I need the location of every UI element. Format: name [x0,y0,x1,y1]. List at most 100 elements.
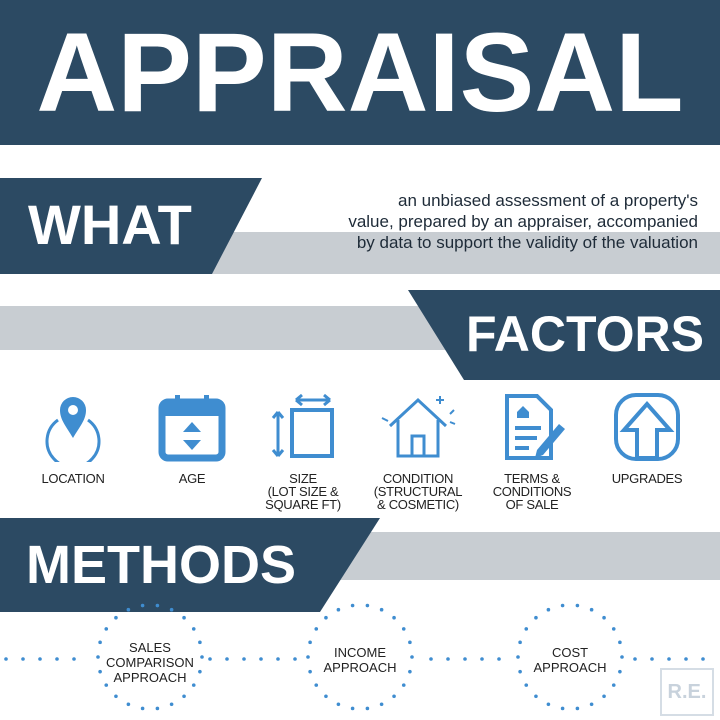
method-circle-dot [306,655,310,659]
connector-dot [497,657,501,661]
connector-dot [72,657,76,661]
method-circle-dot [350,706,355,711]
method-circle-dot [365,706,370,711]
method-circle-dot [308,669,312,674]
what-description: an unbiased assessment of a property's v… [218,190,698,253]
connector-dot [259,657,263,661]
method-circle-dot [104,627,109,631]
method-circle-dot [546,702,551,707]
method-sales-comparison: SALES COMPARISON APPROACH [106,640,194,685]
connector-dot [684,657,688,661]
connector-dot [446,657,450,661]
method-circle-dot [155,603,160,608]
method-circle-dot [392,615,396,620]
connector-dot [650,657,654,661]
method-circle-dot [140,603,145,608]
method-circle-dot [324,694,328,699]
method-circle-dot [618,669,622,674]
method-circle-dot [198,669,202,674]
methods-heading: METHODS [26,535,296,595]
calendar-icon [158,395,226,462]
method-circle-dot [410,655,414,659]
method-circle-dot [589,702,594,707]
method-circle-dot [191,683,196,687]
method-circle-dot [182,615,186,620]
method-circle-dot [324,615,328,620]
method-cost: COST APPROACH [533,645,607,675]
method-circle-dot [518,640,522,645]
what-line: an unbiased assessment of a property's [398,191,698,210]
method-circle-dot [336,702,341,707]
connector-dot [667,657,671,661]
method-circle-dot [575,706,580,711]
what-line: by data to support the validity of the v… [356,233,698,252]
upgrade-arrow-icon [614,393,680,461]
method-circle-dot [575,603,580,608]
factor-size: SIZE (LOT SIZE & SQUARE FT) [248,392,358,511]
method-income: INCOME APPROACH [323,645,397,675]
method-circle-dot [379,607,384,612]
method-circle-dot [98,669,102,674]
factor-label: UPGRADES [611,471,683,486]
factor-location: LOCATION [18,392,128,485]
method-circle-dot [96,655,100,659]
method-circle-dot [392,694,396,699]
watermark-logo: R.E. [660,668,714,716]
method-circle-dot [611,683,616,687]
connector-dot [225,657,229,661]
method-circle-dot [524,627,529,631]
methods-gray-band [300,532,720,580]
method-circle-dot [379,702,384,707]
method-circle-dot [560,706,565,711]
methods-banner [0,518,380,612]
connector-dot [276,657,280,661]
method-circle-dot [546,607,551,612]
connector-dot [480,657,484,661]
what-banner [0,178,262,274]
what-gray-band [200,232,720,274]
connector-dot [55,657,59,661]
method-circle-dot [518,669,522,674]
location-pin-icon [45,397,101,462]
method-circle-dot [534,694,538,699]
house-icon [381,396,456,458]
connector-dot [38,657,42,661]
connector-dot [21,657,25,661]
method-circle-dot [169,702,174,707]
connector-dot [701,657,705,661]
factor-label: CONDITION (STRUCTURAL & COSMETIC) [373,471,463,512]
method-circle-dot [155,706,160,711]
method-circle-dot [308,640,312,645]
factor-age: AGE [137,392,247,485]
page-title: APPRAISAL [36,10,684,135]
factors-heading: FACTORS [466,306,704,362]
method-circle-dot [191,627,196,631]
method-circle-dot [408,669,412,674]
method-circle-dot [534,615,538,620]
contract-document-icon [505,394,565,460]
factors-banner [408,290,720,380]
method-circle-dot [516,655,520,659]
dotted-connector [4,603,705,711]
method-circle-dot [104,683,109,687]
method-circle-dot [140,706,145,711]
method-circle-dot [198,640,202,645]
connector-dot [242,657,246,661]
method-circle-dot [620,655,624,659]
method-circle-dot [618,640,622,645]
connector-dot [4,657,8,661]
factor-label: LOCATION [41,471,105,486]
method-circle-dot [401,627,406,631]
method-circle-dot [365,603,370,608]
connector-dot [463,657,467,661]
factor-condition: CONDITION (STRUCTURAL & COSMETIC) [363,392,473,511]
method-circle-dot [98,640,102,645]
method-circle-dot [114,694,118,699]
factor-label: AGE [178,471,206,486]
what-heading: WHAT [28,193,192,256]
method-circle-dot [314,683,319,687]
method-circle-dot [126,702,131,707]
title-banner [0,0,720,145]
method-circle-dot [589,607,594,612]
method-circle-dot [169,607,174,612]
